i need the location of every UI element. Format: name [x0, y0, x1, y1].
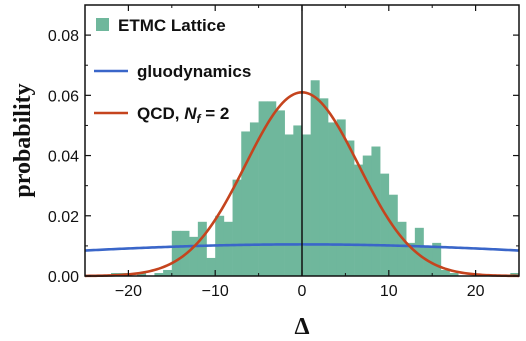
x-tick-label: 0: [298, 283, 307, 300]
histogram-bar: [310, 80, 320, 277]
y-tick-label: 0.02: [48, 209, 79, 226]
y-tick-label: 0.06: [48, 88, 79, 105]
histogram-bar: [154, 272, 164, 276]
histogram-bar: [449, 272, 459, 276]
histogram-bar: [275, 110, 285, 276]
x-tick-label: 20: [467, 283, 485, 300]
histogram-bar: [371, 146, 381, 276]
histogram-bar: [328, 122, 338, 276]
legend-label-qcd-subscript: f: [197, 112, 202, 126]
histogram-bar: [406, 242, 416, 276]
histogram-bar: [302, 134, 311, 276]
legend: ETMC Lattice gluodynamics QCD, Nf = 2: [94, 16, 251, 126]
legend-label-qcd-tail: = 2: [201, 104, 230, 123]
y-tick-label: 0.08: [48, 28, 79, 45]
histogram-bar: [232, 179, 242, 276]
histogram-bar: [432, 242, 442, 276]
y-tick-label: 0.04: [48, 149, 79, 166]
histogram-bar: [163, 269, 173, 276]
histogram-bar: [362, 155, 372, 276]
x-tick-label: 10: [380, 283, 398, 300]
y-axis-title: probability: [10, 83, 36, 197]
histogram-bar: [319, 98, 329, 276]
x-tick-label: −20: [115, 283, 142, 300]
histogram-bar: [414, 227, 424, 276]
histogram-bar: [510, 272, 520, 276]
x-axis-ticks: −20 −10 0 10 20: [84, 5, 520, 300]
histogram-bar: [197, 221, 207, 276]
legend-swatch-etmc: [96, 18, 109, 31]
legend-label-qcd-main: QCD,: [137, 104, 184, 123]
histogram-bar: [440, 269, 450, 276]
histogram-bar: [345, 140, 355, 276]
legend-label-qcd-symbol: N: [184, 104, 197, 123]
histogram-bar: [171, 230, 181, 276]
histogram-bar: [189, 236, 199, 276]
histogram-bar: [354, 164, 364, 276]
histogram-bar: [258, 101, 268, 276]
histogram-bar: [206, 257, 216, 276]
legend-label-gluodynamics: gluodynamics: [137, 62, 251, 81]
histogram-bar: [284, 134, 294, 276]
histogram-bar: [380, 173, 390, 276]
histogram-bar: [223, 221, 233, 276]
histogram-bar: [397, 221, 407, 276]
histogram-bar: [137, 272, 147, 276]
x-axis-title: Δ: [294, 314, 309, 340]
histogram-bar: [249, 122, 259, 276]
histogram-bar: [336, 119, 346, 276]
histogram-bar: [267, 101, 277, 276]
histogram-bars: [111, 80, 520, 277]
histogram-bar: [241, 131, 251, 276]
legend-label-qcd: QCD, Nf = 2: [137, 104, 229, 126]
x-tick-label: −10: [202, 283, 229, 300]
histogram-bar: [293, 125, 303, 276]
y-axis-ticks: 0.00 0.02 0.04 0.06 0.08: [48, 28, 519, 286]
histogram-bar: [388, 194, 398, 276]
y-tick-label: 0.00: [48, 269, 79, 286]
legend-label-etmc: ETMC Lattice: [118, 16, 226, 35]
